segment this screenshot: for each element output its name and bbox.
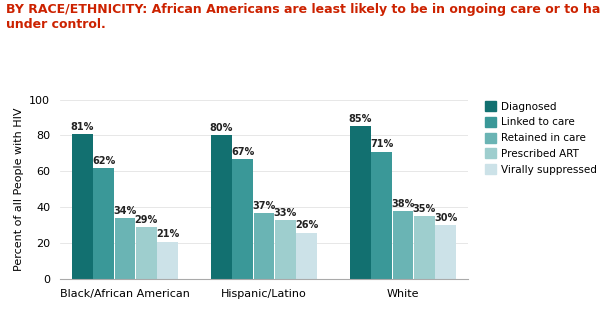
Text: 81%: 81% bbox=[71, 122, 94, 132]
Text: 33%: 33% bbox=[274, 208, 297, 218]
Text: 37%: 37% bbox=[253, 201, 275, 211]
Bar bbox=[254, 213, 274, 279]
Bar bbox=[371, 152, 392, 279]
Text: 21%: 21% bbox=[156, 230, 179, 239]
Bar bbox=[157, 241, 178, 279]
Bar bbox=[296, 232, 317, 279]
Bar bbox=[211, 135, 232, 279]
Text: 67%: 67% bbox=[231, 147, 254, 157]
Text: 80%: 80% bbox=[209, 123, 233, 133]
Bar bbox=[414, 216, 435, 279]
Legend: Diagnosed, Linked to care, Retained in care, Prescribed ART, Virally suppressed: Diagnosed, Linked to care, Retained in c… bbox=[485, 101, 597, 175]
Text: 29%: 29% bbox=[134, 215, 158, 225]
Text: 38%: 38% bbox=[391, 199, 415, 209]
Text: BY RACE/ETHNICITY: African Americans are least likely to be in ongoing care or t: BY RACE/ETHNICITY: African Americans are… bbox=[6, 3, 600, 31]
Bar bbox=[72, 134, 92, 279]
Text: 30%: 30% bbox=[434, 213, 457, 223]
Text: 85%: 85% bbox=[349, 114, 372, 124]
Bar bbox=[136, 227, 157, 279]
Text: 35%: 35% bbox=[413, 204, 436, 214]
Bar bbox=[275, 220, 296, 279]
Text: 62%: 62% bbox=[92, 156, 115, 166]
Bar bbox=[350, 126, 371, 279]
Bar bbox=[232, 159, 253, 279]
Bar bbox=[393, 211, 413, 279]
Bar bbox=[115, 218, 135, 279]
Bar bbox=[436, 225, 456, 279]
Text: 71%: 71% bbox=[370, 140, 394, 150]
Text: 26%: 26% bbox=[295, 221, 318, 230]
Text: 34%: 34% bbox=[113, 206, 137, 216]
Bar bbox=[93, 168, 114, 279]
Y-axis label: Percent of all People with HIV: Percent of all People with HIV bbox=[14, 108, 24, 271]
